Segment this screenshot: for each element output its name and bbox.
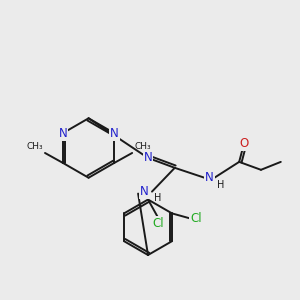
Text: Cl: Cl — [190, 212, 202, 225]
Text: O: O — [239, 136, 249, 150]
Text: H: H — [218, 180, 225, 190]
Text: N: N — [110, 127, 119, 140]
Text: CH₃: CH₃ — [134, 142, 151, 151]
Text: H: H — [154, 193, 161, 202]
Text: N: N — [58, 127, 67, 140]
Text: N: N — [205, 171, 214, 184]
Text: N: N — [144, 152, 152, 164]
Text: Cl: Cl — [152, 217, 164, 230]
Text: N: N — [140, 185, 148, 198]
Text: CH₃: CH₃ — [26, 142, 43, 151]
